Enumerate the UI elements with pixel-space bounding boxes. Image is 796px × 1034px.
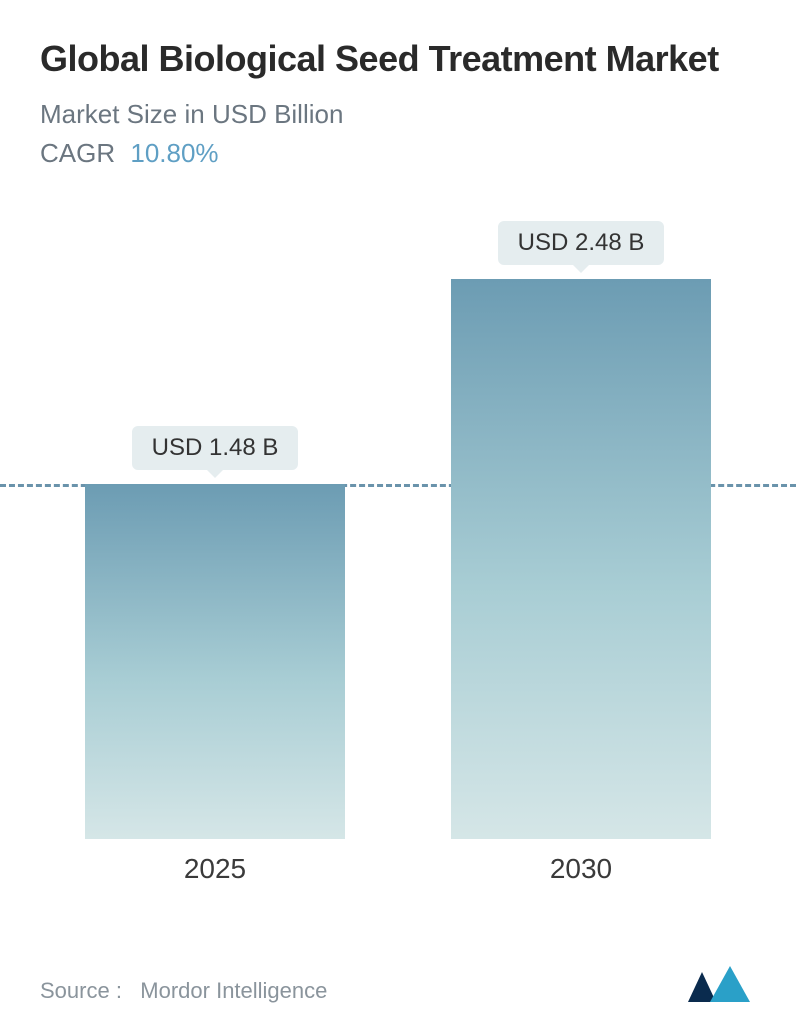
x-label-1: 2030 bbox=[451, 853, 711, 885]
x-label-0: 2025 bbox=[85, 853, 345, 885]
chart-area: USD 1.48 B USD 2.48 B bbox=[40, 199, 756, 839]
source-label: Source : bbox=[40, 978, 122, 1003]
value-badge-1: USD 2.48 B bbox=[498, 221, 665, 265]
chart-subtitle: Market Size in USD Billion bbox=[40, 99, 756, 130]
cagr-row: CAGR 10.80% bbox=[40, 138, 756, 169]
source-text: Source : Mordor Intelligence bbox=[40, 978, 327, 1004]
chart-title: Global Biological Seed Treatment Market bbox=[40, 36, 756, 81]
bar-1 bbox=[451, 279, 711, 839]
bar-group-1: USD 2.48 B bbox=[451, 221, 711, 839]
source-value: Mordor Intelligence bbox=[140, 978, 327, 1003]
cagr-value: 10.80% bbox=[130, 138, 218, 168]
mordor-logo-icon bbox=[686, 964, 756, 1004]
footer: Source : Mordor Intelligence bbox=[40, 964, 756, 1004]
bar-group-0: USD 1.48 B bbox=[85, 426, 345, 839]
cagr-label: CAGR bbox=[40, 138, 115, 168]
x-axis: 2025 2030 bbox=[40, 853, 756, 913]
value-badge-0: USD 1.48 B bbox=[132, 426, 299, 470]
bar-0 bbox=[85, 484, 345, 839]
